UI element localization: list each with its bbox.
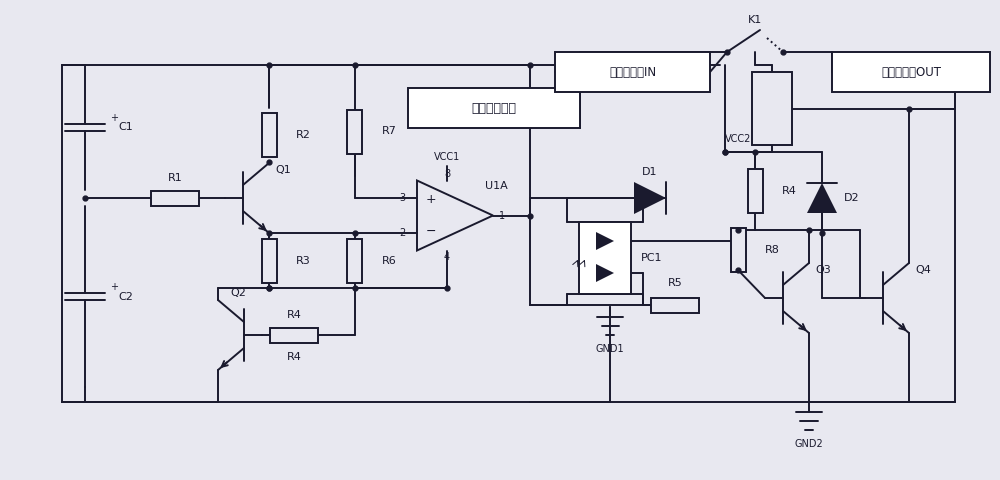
Text: 4: 4 <box>444 252 450 263</box>
Polygon shape <box>634 182 666 214</box>
Text: Q2: Q2 <box>230 288 246 298</box>
Text: D1: D1 <box>642 167 658 177</box>
Text: R4: R4 <box>782 186 797 196</box>
Text: 1: 1 <box>499 211 505 220</box>
Text: 充电器输出OUT: 充电器输出OUT <box>881 65 941 79</box>
Text: R4: R4 <box>287 352 301 362</box>
Text: 8: 8 <box>444 168 450 179</box>
Bar <box>555 52 710 92</box>
Text: +: + <box>426 193 436 206</box>
Bar <box>262 113 276 157</box>
Bar <box>579 222 631 294</box>
Text: Q1: Q1 <box>275 165 291 175</box>
Polygon shape <box>807 183 837 213</box>
Text: R2: R2 <box>296 130 311 140</box>
Text: K1: K1 <box>748 15 762 25</box>
Text: R7: R7 <box>382 127 397 136</box>
Text: Q4: Q4 <box>915 265 931 275</box>
Text: D2: D2 <box>844 193 860 203</box>
Text: 2: 2 <box>399 228 405 238</box>
Text: 充电器输出IN: 充电器输出IN <box>609 65 656 79</box>
Text: VCC2: VCC2 <box>725 134 751 144</box>
Bar <box>730 228 746 272</box>
Bar <box>151 191 199 205</box>
Text: C1: C1 <box>118 122 133 132</box>
Text: C2: C2 <box>118 291 133 301</box>
Text: 电池充电信号: 电池充电信号 <box>472 101 516 115</box>
Text: U1A: U1A <box>485 180 508 191</box>
Bar <box>348 239 362 283</box>
Text: +: + <box>110 282 118 292</box>
Text: R4: R4 <box>287 310 301 320</box>
Bar <box>270 327 318 343</box>
Bar <box>348 109 362 154</box>
Text: R8: R8 <box>765 245 780 255</box>
Text: 3: 3 <box>399 193 405 203</box>
Bar <box>748 169 763 213</box>
Bar <box>651 298 699 312</box>
Text: R3: R3 <box>296 255 311 265</box>
Text: GND2: GND2 <box>795 439 823 449</box>
Text: Q3: Q3 <box>815 265 831 275</box>
Text: GND1: GND1 <box>596 344 624 354</box>
Bar <box>832 52 990 92</box>
Bar <box>408 88 580 128</box>
Text: −: − <box>426 225 436 238</box>
Bar <box>752 72 792 144</box>
Bar <box>262 239 276 283</box>
Polygon shape <box>596 232 614 250</box>
Text: R6: R6 <box>382 255 397 265</box>
Text: +: + <box>110 113 118 123</box>
Text: VCC1: VCC1 <box>434 152 460 161</box>
Polygon shape <box>596 264 614 282</box>
Text: R1: R1 <box>168 173 182 183</box>
Text: R5: R5 <box>668 278 682 288</box>
Text: PC1: PC1 <box>641 253 662 263</box>
